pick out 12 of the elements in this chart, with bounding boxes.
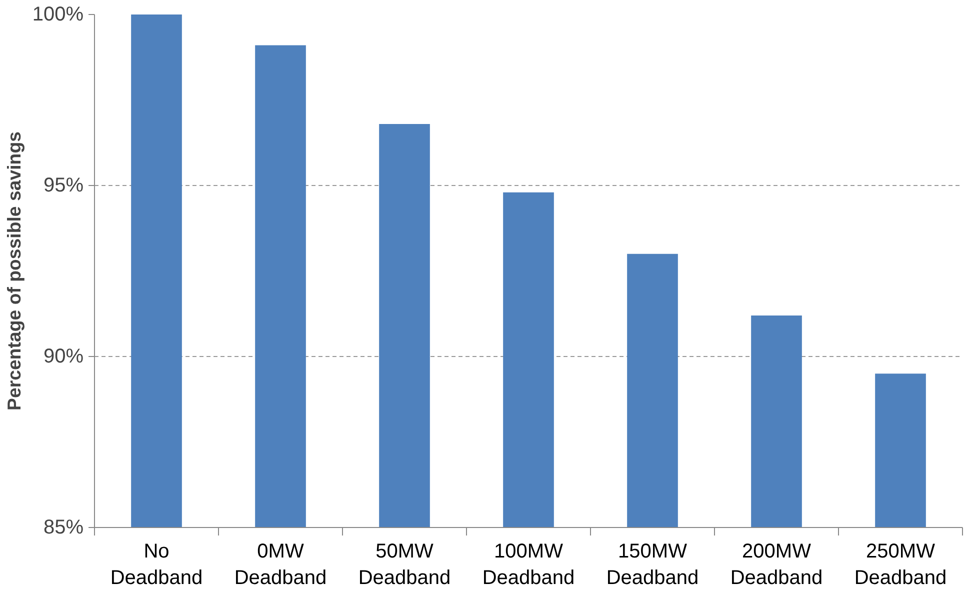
- x-tick-label: 200MW Deadband: [730, 540, 823, 589]
- x-tick-label: 250MW Deadband: [854, 540, 947, 589]
- y-tick-label: 100%: [32, 4, 84, 26]
- x-tick-label: 50MW Deadband: [358, 540, 451, 589]
- x-tick-label: 100MW Deadband: [482, 540, 575, 589]
- y-tick-label: 85%: [43, 516, 84, 538]
- y-axis-title: Percentage of possible savings: [3, 132, 24, 410]
- x-tick-label: No Deadband: [110, 540, 203, 589]
- x-tick-label: 150MW Deadband: [606, 540, 699, 589]
- y-tick-label: 95%: [43, 174, 84, 196]
- y-tick-label: 90%: [43, 346, 84, 368]
- x-tick-label: 0MW Deadband: [234, 540, 327, 589]
